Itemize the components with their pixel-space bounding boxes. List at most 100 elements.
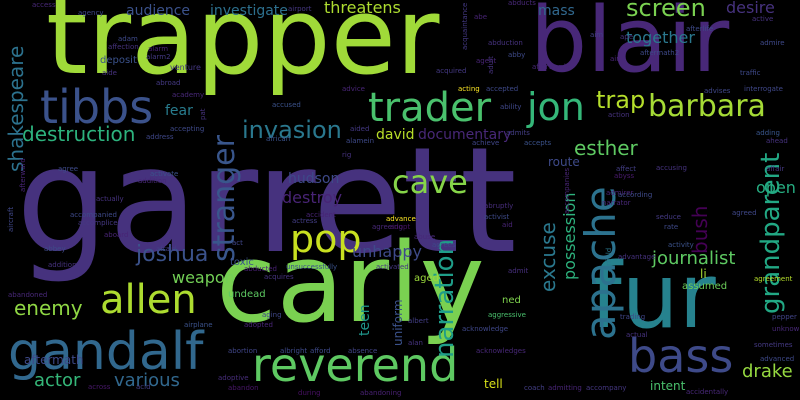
word: aided <box>350 125 370 133</box>
word: accused <box>272 101 301 109</box>
word: documentary <box>418 127 512 143</box>
word: aid <box>502 221 513 229</box>
word: unknown <box>772 325 800 333</box>
word: allen <box>100 277 197 323</box>
word: admitting <box>548 384 582 392</box>
word: bass <box>628 329 734 383</box>
word: advanced <box>760 355 795 363</box>
word: garrett <box>16 116 517 286</box>
word: abuse <box>414 233 436 241</box>
word: agency <box>78 9 104 17</box>
word: rate <box>664 223 679 231</box>
word: agreed <box>732 209 757 217</box>
word: narrator <box>602 199 631 207</box>
word: activist <box>484 213 510 221</box>
word: abortion <box>228 347 258 355</box>
word: agent <box>476 57 497 65</box>
word: actress <box>292 217 318 225</box>
word: accepts <box>524 139 552 147</box>
word: toxic <box>230 257 254 268</box>
word: accepting <box>170 125 205 133</box>
word: admirer <box>606 189 634 197</box>
word: across <box>88 383 111 391</box>
word: drake <box>742 361 793 382</box>
word: traffic <box>740 69 761 77</box>
word: admit <box>508 267 529 275</box>
word: agreeing <box>372 223 403 231</box>
word: advises <box>704 87 731 95</box>
word: aircraft <box>7 206 15 232</box>
word: jon <box>527 85 585 129</box>
word: trap <box>596 86 646 114</box>
word: invasion <box>242 116 342 144</box>
word: screen <box>626 0 706 22</box>
word: uniform <box>391 299 405 346</box>
word: action <box>608 111 630 119</box>
word: ape <box>620 33 634 41</box>
word: act <box>232 239 243 247</box>
word: adam <box>118 35 138 43</box>
word: adult <box>487 56 495 74</box>
word: accompanied <box>70 211 117 219</box>
word: airport <box>288 5 312 13</box>
word: trapper <box>46 0 440 98</box>
word: according <box>618 191 653 199</box>
word: journalist <box>652 248 736 269</box>
word: various <box>114 370 180 391</box>
word: acknowledge <box>462 325 509 333</box>
word: acquaintance <box>461 2 469 50</box>
word: pop <box>290 217 362 261</box>
word: acid <box>136 383 151 391</box>
word: sometimes <box>754 341 793 349</box>
word: alarm2 <box>146 53 171 61</box>
word: alan <box>408 339 423 347</box>
word: actually <box>96 195 124 203</box>
word: activated <box>376 263 409 271</box>
word: address <box>146 133 174 141</box>
word: advance <box>386 215 416 223</box>
word: ability <box>500 103 522 111</box>
word: aboard <box>104 231 129 239</box>
word: tell <box>484 377 503 391</box>
word: accepted <box>486 85 519 93</box>
word: abducts <box>508 0 536 7</box>
word: aged <box>414 273 439 284</box>
word: pat <box>199 108 207 120</box>
word: activate <box>150 170 179 178</box>
word: actor <box>34 370 81 391</box>
word: enemy <box>14 296 83 320</box>
word: aim <box>590 31 604 39</box>
word: air <box>610 55 620 63</box>
word: albright <box>280 347 308 355</box>
word: afraid <box>156 245 177 253</box>
word: trading <box>620 313 646 321</box>
word: achieve <box>472 139 500 147</box>
word: blair <box>530 0 730 93</box>
word: abby <box>508 51 526 59</box>
word: abbey <box>44 245 66 253</box>
word: rig <box>342 151 352 159</box>
word: adopted <box>244 321 273 329</box>
word: affection <box>108 43 139 51</box>
word: affect <box>616 165 637 173</box>
word: unsuccessfully <box>286 263 338 271</box>
word: alarm <box>148 45 169 53</box>
word: airplane <box>184 321 213 329</box>
word: accompany <box>586 384 627 392</box>
word: during <box>298 389 321 397</box>
word: admits <box>506 129 530 137</box>
word: adoptive <box>218 374 249 382</box>
word: aggressive <box>488 311 526 319</box>
word: advantage <box>618 253 656 261</box>
word: adding <box>756 129 781 137</box>
word: accompanies <box>563 167 571 214</box>
word: actual <box>626 331 648 339</box>
word: threatens <box>324 0 401 17</box>
word: acquires <box>264 273 294 281</box>
word: gandalf <box>8 322 204 382</box>
word: agrees <box>432 241 456 249</box>
word: acting <box>458 85 480 93</box>
word: aftermath2 <box>640 49 680 57</box>
word: acknowledges <box>476 347 526 355</box>
word: airfield <box>605 247 613 272</box>
